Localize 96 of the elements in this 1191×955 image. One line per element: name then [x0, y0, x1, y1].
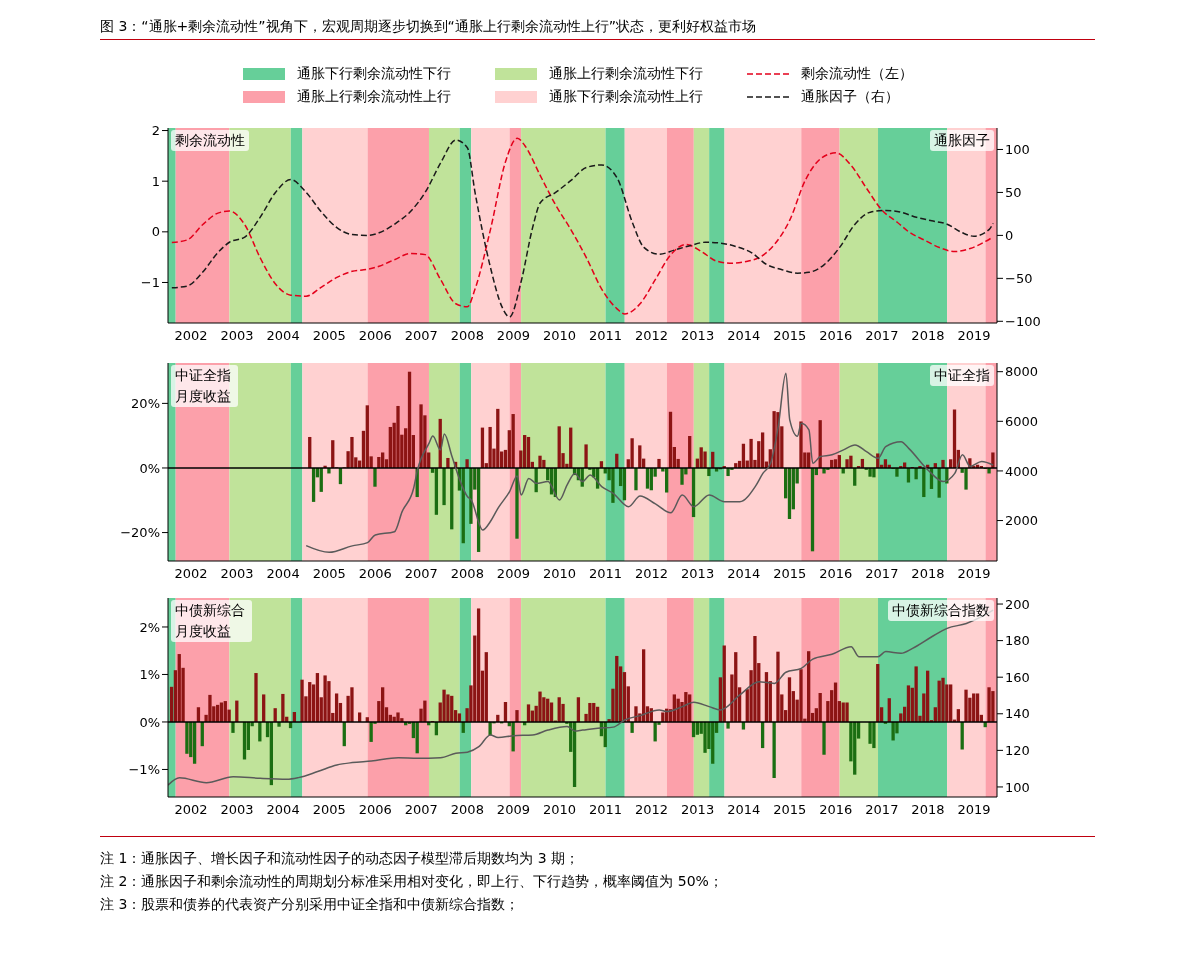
x-tick-label: 2007	[404, 328, 438, 343]
legend-label: 通胀因子（右）	[801, 87, 899, 106]
x-tick-label: 2011	[588, 328, 623, 343]
x-tick-label: 2005	[312, 328, 346, 343]
y-tick-label: −20%	[120, 525, 160, 541]
x-tick-label: 2018	[911, 566, 945, 581]
y2-tick-label: 0	[1005, 227, 1014, 243]
x-tick-label: 2014	[727, 328, 761, 343]
x-tick-label: 2010	[542, 566, 577, 581]
x-tick-label: 2008	[450, 328, 484, 343]
x-tick-label: 2016	[819, 566, 853, 581]
x-tick-label: 2006	[358, 802, 392, 817]
x-tick-label: 2008	[450, 566, 484, 581]
chart-title: 图 3：“通胀+剩余流动性”视角下，宏观周期逐步切换到“通胀上行剩余流动性上行”状态，更利好权益市场	[100, 18, 757, 36]
x-tick-label: 2007	[404, 802, 438, 817]
y2-axis-title: 中证全指	[930, 365, 994, 386]
y2-tick-label: 2000	[1005, 513, 1039, 529]
x-tick-label: 2007	[404, 566, 438, 581]
legend-label: 通胀下行剩余流动性下行	[297, 64, 451, 83]
x-tick-label: 2015	[773, 566, 807, 581]
y2-axis-title: 通胀因子	[930, 130, 994, 151]
x-tick-label: 2011	[588, 566, 623, 581]
y2-tick-label: 100	[1005, 142, 1030, 158]
x-tick-label: 2015	[773, 802, 807, 817]
x-tick-label: 2008	[450, 802, 484, 817]
x-tick-label: 2019	[957, 802, 991, 817]
x-tick-label: 2017	[865, 566, 899, 581]
legend-label: 通胀上行剩余流动性下行	[549, 64, 703, 83]
y2-tick-label: 4000	[1005, 463, 1039, 479]
x-tick-label: 2012	[635, 802, 669, 817]
x-tick-label: 2013	[681, 802, 715, 817]
y2-axis-title: 中债新综合指数	[888, 600, 994, 621]
y2-tick-label: 180	[1005, 633, 1030, 649]
x-tick-label: 2003	[220, 328, 254, 343]
y2-tick-label: −50	[1005, 270, 1033, 286]
x-tick-label: 2013	[681, 566, 715, 581]
y-tick-label: 2%	[139, 619, 160, 635]
legend-label: 通胀上行剩余流动性上行	[297, 87, 451, 106]
x-tick-label: 2013	[681, 328, 715, 343]
x-tick-label: 2003	[220, 802, 254, 817]
x-tick-label: 2017	[865, 328, 899, 343]
x-tick-label: 2006	[358, 328, 392, 343]
x-tick-label: 2006	[358, 566, 392, 581]
text: 注 3：股票和债券的代表资产分别采用中证全指和中债新综合指数；	[100, 895, 521, 914]
x-tick-label: 2018	[911, 328, 945, 343]
x-tick-label: 2009	[496, 566, 530, 581]
y2-tick-label: 50	[1005, 185, 1022, 201]
text: 注 2：通胀因子和剩余流动性的周期划分标准采用相对变化，即上行、下行趋势，概率阈值为 50%；	[100, 872, 724, 891]
x-tick-label: 2005	[312, 802, 346, 817]
x-tick-label: 2019	[957, 566, 991, 581]
y-tick-label: 1%	[139, 667, 160, 683]
y2-tick-label: −100	[1005, 313, 1041, 329]
y-tick-label: −1	[140, 275, 160, 291]
y-tick-label: 20%	[131, 395, 160, 411]
text: 注 1：通胀因子、增长因子和流动性因子的动态因子模型滞后期数均为 3 期；	[100, 849, 581, 868]
x-tick-label: 2016	[819, 802, 853, 817]
x-tick-label: 2018	[911, 802, 945, 817]
x-tick-label: 2019	[957, 328, 991, 343]
x-tick-label: 2010	[542, 802, 577, 817]
x-tick-label: 2017	[865, 802, 899, 817]
y2-tick-label: 160	[1005, 669, 1030, 685]
y2-tick-label: 8000	[1005, 364, 1039, 380]
x-tick-label: 2003	[220, 566, 254, 581]
x-tick-label: 2002	[174, 566, 208, 581]
x-tick-label: 2004	[266, 802, 300, 817]
x-tick-label: 2005	[312, 566, 346, 581]
x-tick-label: 2014	[727, 566, 761, 581]
x-tick-label: 2015	[773, 328, 807, 343]
y2-tick-label: 200	[1005, 596, 1030, 612]
x-tick-label: 2012	[635, 566, 669, 581]
legend-label: 剩余流动性（左）	[801, 64, 913, 83]
x-tick-label: 2016	[819, 328, 853, 343]
y-tick-label: 0%	[139, 714, 160, 730]
y-tick-label: 2	[151, 123, 160, 139]
x-tick-label: 2004	[266, 328, 300, 343]
y2-tick-label: 120	[1005, 742, 1030, 758]
x-tick-label: 2002	[174, 802, 208, 817]
y-axis-title: 中证全指月度收益	[171, 365, 238, 407]
y-tick-label: −1%	[128, 762, 160, 778]
y2-tick-label: 100	[1005, 779, 1030, 795]
y-tick-label: 0	[151, 224, 160, 240]
x-tick-label: 2002	[174, 328, 208, 343]
legend-label: 通胀下行剩余流动性上行	[549, 87, 703, 106]
x-tick-label: 2014	[727, 802, 761, 817]
x-tick-label: 2010	[542, 328, 577, 343]
y2-tick-label: 140	[1005, 706, 1030, 722]
x-tick-label: 2009	[496, 328, 530, 343]
y-axis-title: 中债新综合月度收益	[171, 600, 252, 642]
x-tick-label: 2012	[635, 328, 669, 343]
x-tick-label: 2009	[496, 802, 530, 817]
y2-tick-label: 6000	[1005, 413, 1039, 429]
y-tick-label: 1	[151, 173, 160, 189]
y-axis-title: 剩余流动性	[171, 130, 249, 151]
x-tick-label: 2011	[588, 802, 623, 817]
y-tick-label: 0%	[139, 460, 160, 476]
x-tick-label: 2004	[266, 566, 300, 581]
